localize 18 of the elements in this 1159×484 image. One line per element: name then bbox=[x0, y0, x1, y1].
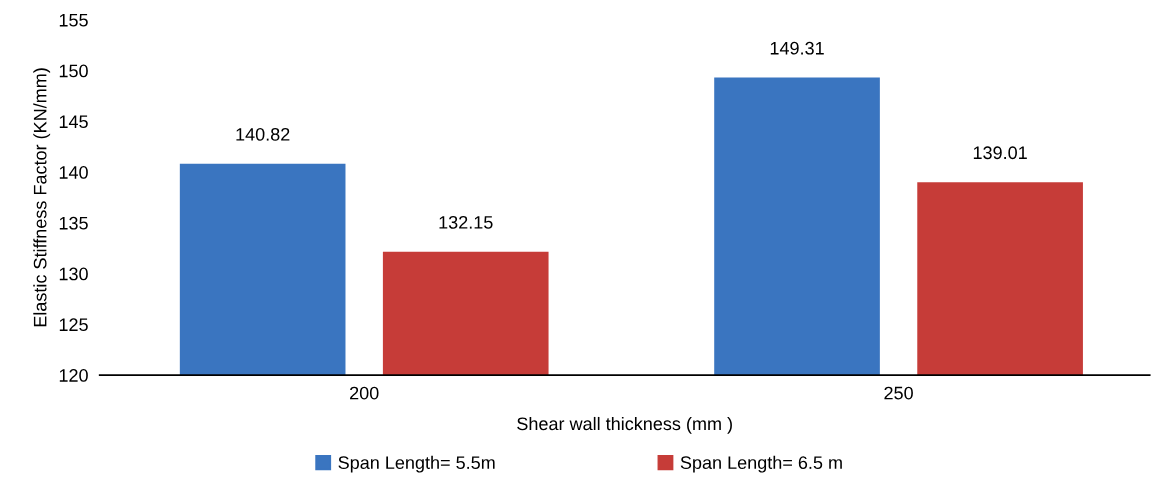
y-tick-label: 120 bbox=[59, 369, 88, 382]
data-label: 149.31 bbox=[770, 41, 824, 55]
data-label: 140.82 bbox=[236, 127, 290, 141]
y-tick-label: 135 bbox=[59, 216, 88, 230]
data-label: 132.15 bbox=[439, 215, 493, 229]
data-label: 139.01 bbox=[973, 146, 1027, 160]
x-tick-label: 250 bbox=[884, 386, 913, 400]
y-tick-label: 130 bbox=[59, 267, 88, 281]
x-tick-label: 200 bbox=[350, 386, 379, 400]
y-tick-label: 145 bbox=[59, 115, 88, 129]
y-tick-label: 150 bbox=[59, 64, 88, 78]
legend-label: Span Length= 5.5m bbox=[338, 455, 495, 473]
y-tick-label: 155 bbox=[59, 13, 88, 27]
y-axis-title: Elastic Stiffness Factor (KN/mm) bbox=[33, 68, 51, 327]
y-tick-label: 140 bbox=[59, 166, 88, 179]
x-axis-title: Shear wall thickness (mm ) bbox=[517, 416, 732, 434]
y-tick-label: 125 bbox=[59, 318, 88, 332]
legend-label: Span Length= 6.5 m bbox=[680, 455, 842, 473]
